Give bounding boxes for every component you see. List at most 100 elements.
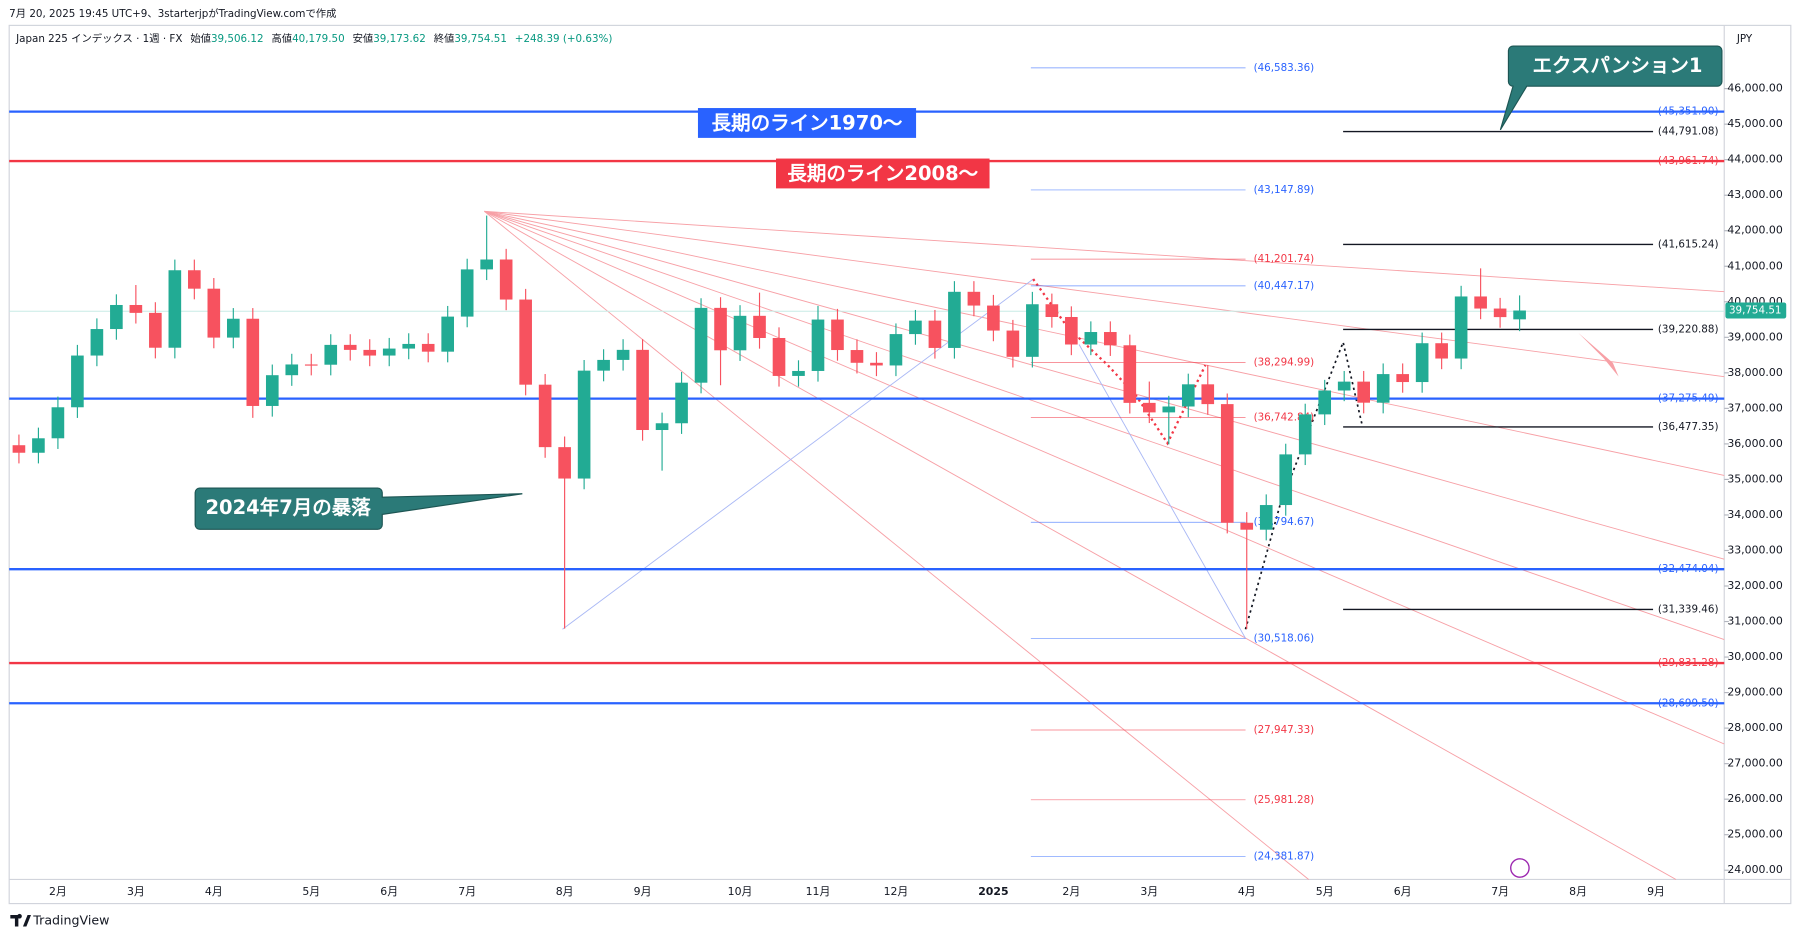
annotation-text: 長期のライン2008〜 (787, 162, 978, 185)
y-tick-label: 35,000.00 (1727, 472, 1782, 485)
candle-body (499, 259, 513, 300)
y-tick-label: 30,000.00 (1727, 650, 1782, 663)
candle-body (1142, 402, 1156, 413)
expansion-line-label: (41,615.24) (1658, 238, 1719, 250)
frame (8, 24, 1792, 905)
legend: Japan 225 インデックス · 1週 · FX 始値39,506.12 高… (15, 32, 612, 45)
candle-body (1026, 304, 1039, 357)
candle-body (538, 384, 552, 448)
candle-body (480, 259, 493, 270)
plot: 24,000.00 25,000.00 26,000.00 27,000.00 28,0… (9, 62, 1787, 898)
legend-low-label: 安値 (353, 32, 374, 45)
candle-body (1474, 296, 1487, 309)
candle-body (265, 375, 279, 406)
price-line-label: (45,351.90) (1658, 106, 1719, 118)
candle-body (1513, 310, 1526, 320)
candle-body (460, 269, 474, 317)
candle-body (1279, 454, 1293, 506)
candle-body (948, 291, 961, 348)
annotation-box (697, 108, 917, 138)
candle-body (1259, 505, 1273, 530)
fib-label: (30,518.06) (1254, 633, 1315, 645)
legend-high: 40,179.50 (292, 33, 345, 45)
fib-label: (38,294.99) (1254, 356, 1315, 368)
candle-body (1357, 381, 1370, 403)
candle-body (246, 318, 260, 406)
last-price-tag (1725, 302, 1787, 319)
x-tick-label: 6月 (380, 885, 398, 898)
y-tick-label: 43,000.00 (1727, 188, 1782, 201)
fan-line (484, 210, 1677, 880)
candle-body (1065, 316, 1078, 345)
candle-body (226, 318, 240, 338)
x-tick-label: 10月 (728, 885, 753, 898)
x-tick-label: 3月 (127, 885, 145, 898)
y-tick-label: 38,000.00 (1727, 366, 1782, 379)
candle-body (1006, 330, 1020, 357)
fan-line (484, 210, 1725, 560)
fib-label: (41,201.74) (1254, 253, 1315, 265)
fib-label: (27,947.33) (1254, 724, 1315, 736)
y-tick-label: 29,000.00 (1727, 686, 1782, 699)
expansion-line-label: (44,791.08) (1658, 126, 1719, 138)
legend-low: 39,173.62 (373, 33, 426, 45)
x-tick-label: 2月 (1062, 885, 1080, 898)
candle-body (1181, 384, 1195, 407)
y-tick-label: 36,000.00 (1727, 437, 1782, 450)
candle-body (714, 307, 727, 351)
last-price-label: 39,754.51 (1729, 305, 1782, 317)
fan-line (484, 210, 1725, 745)
y-tick-label: 31,000.00 (1727, 615, 1782, 628)
candle-body (285, 364, 299, 376)
annotation: エクスパンション1 (1499, 45, 1723, 131)
candle-body (1415, 343, 1429, 383)
x-tick-label: 3月 (1140, 885, 1158, 898)
candle-body (110, 304, 123, 330)
candle-body (655, 423, 669, 431)
y-tick-label: 25,000.00 (1727, 828, 1782, 841)
candle-body (168, 270, 182, 348)
price-line-label: (32,474.04) (1658, 563, 1719, 575)
dotted-path (1244, 339, 1364, 630)
x-tick-label: 2月 (49, 885, 67, 898)
candle-body (188, 270, 201, 289)
x-tick-label: 8月 (556, 885, 574, 898)
trend-line (1078, 344, 1246, 639)
candle-body (1318, 390, 1332, 415)
y-tick-label: 28,000.00 (1727, 721, 1782, 734)
candle-body (149, 312, 162, 348)
candle-body (129, 304, 143, 313)
annotation-box (776, 158, 990, 189)
legend-change: +248.39 (+0.63%) (515, 33, 613, 45)
candle-body (987, 305, 1000, 331)
candle-body (616, 349, 630, 360)
x-tick-label: 9月 (634, 885, 652, 898)
footer-brand: TradingView (32, 912, 109, 927)
candle-body (636, 349, 649, 431)
price-line-label: (28,699.50) (1658, 697, 1719, 709)
legend-open-label: 始値 (190, 32, 211, 45)
expansion-line-label: (39,220.88) (1658, 323, 1719, 335)
candle-body (675, 382, 688, 424)
y-tick-label: 46,000.00 (1727, 82, 1782, 95)
candle-body (889, 334, 903, 366)
candle-body (928, 320, 942, 348)
y-tick-label: 33,000.00 (1727, 543, 1782, 556)
fan-line (484, 211, 1309, 880)
candle-body (577, 370, 591, 479)
fib-label: (43,147.89) (1254, 184, 1315, 196)
alert-icon (1510, 858, 1530, 878)
candle-body (967, 291, 981, 306)
callout (194, 487, 523, 530)
candle-body (441, 316, 455, 352)
x-tick-label: 5月 (1316, 885, 1334, 898)
y-tick-label: 34,000.00 (1727, 508, 1782, 521)
y-tick-label: 32,000.00 (1727, 579, 1782, 592)
currency: JPY (1736, 33, 1753, 45)
candle-body (772, 337, 786, 376)
legend-open: 39,506.12 (211, 33, 264, 45)
x-tick-label: 7月 (1491, 885, 1509, 898)
candle-body (1201, 384, 1215, 405)
